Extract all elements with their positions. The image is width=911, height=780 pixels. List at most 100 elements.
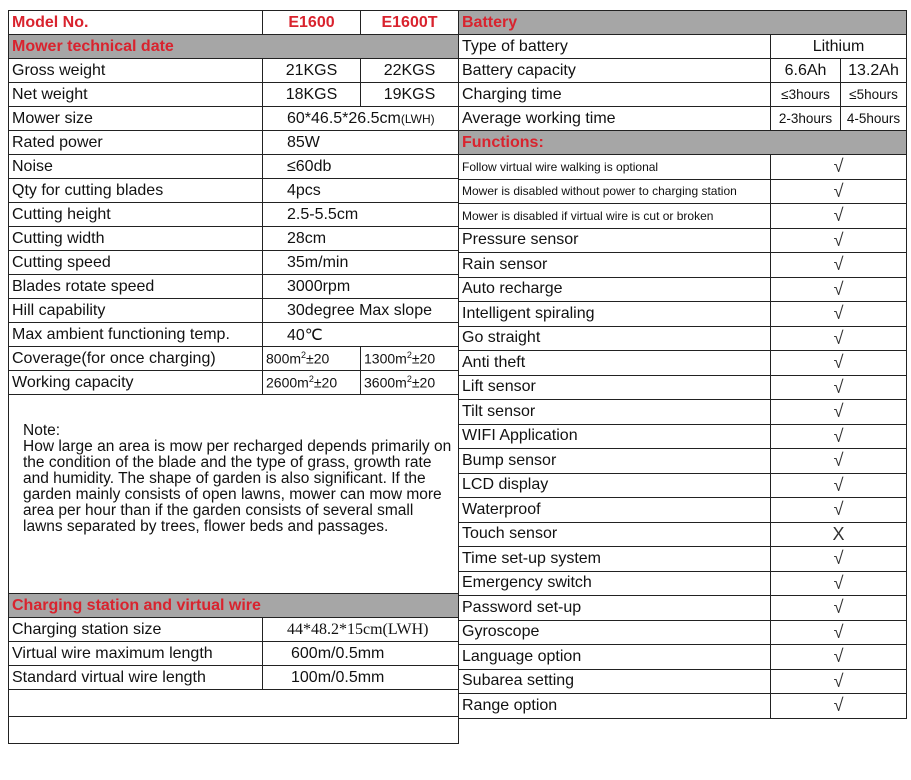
working-part: m bbox=[297, 374, 309, 391]
spec-value: 21KGS bbox=[262, 58, 361, 83]
function-label: Time set-up system bbox=[458, 546, 771, 572]
check-icon: √ bbox=[769, 668, 908, 694]
spec-value: 85W bbox=[262, 130, 459, 155]
spec-value-text: 85W bbox=[287, 133, 320, 151]
working-part: ±20 bbox=[411, 374, 436, 391]
function-label: WIFI Application bbox=[458, 423, 771, 449]
charging-section-title: Charging station and virtual wire bbox=[8, 593, 459, 618]
coverage-value: 800m2±20 bbox=[262, 346, 361, 371]
function-row: WIFI Application √ bbox=[458, 423, 908, 449]
function-row: Go straight √ bbox=[458, 325, 908, 351]
charging-value: 44*48.2*15cm(LWH) bbox=[262, 617, 459, 642]
function-row: Tilt sensor √ bbox=[458, 399, 908, 425]
working-label: Working capacity bbox=[8, 370, 263, 395]
check-icon: √ bbox=[769, 693, 908, 719]
spec-row: Cutting speed 35m/min bbox=[8, 250, 459, 275]
battery-value: 2-3hours bbox=[770, 106, 841, 131]
spec-value-text: 35m/min bbox=[287, 253, 349, 271]
spec-value: 22KGS bbox=[360, 58, 459, 83]
function-row: Gyroscope √ bbox=[458, 619, 908, 645]
spec-row: Mower size 60*46.5*26.5cm(LWH) bbox=[8, 106, 459, 131]
check-icon: √ bbox=[769, 252, 908, 278]
spec-label: Mower size bbox=[8, 106, 263, 131]
spec-row: Noise ≤60db bbox=[8, 154, 459, 179]
spec-unit: (LWH) bbox=[400, 111, 435, 126]
spec-label: Hill capability bbox=[8, 298, 263, 323]
spec-value: 4pcs bbox=[262, 178, 459, 203]
check-icon: √ bbox=[769, 595, 908, 621]
function-row: Password set-up √ bbox=[458, 595, 908, 621]
function-row: Mower is disabled if virtual wire is cut… bbox=[458, 203, 908, 229]
check-icon: √ bbox=[769, 325, 908, 351]
function-label: Gyroscope bbox=[458, 619, 771, 645]
function-label: Tilt sensor bbox=[458, 399, 771, 425]
spec-value: 30degree Max slope bbox=[262, 298, 459, 323]
function-row: Touch sensor X bbox=[458, 521, 908, 547]
section-header: Charging station and virtual wire bbox=[8, 593, 459, 618]
function-label: Mower is disabled if virtual wire is cut… bbox=[458, 203, 771, 229]
working-value: 3600m2±20 bbox=[360, 370, 459, 395]
battery-section-title: Battery bbox=[457, 10, 908, 35]
function-label: LCD display bbox=[458, 472, 771, 498]
function-label: Language option bbox=[458, 644, 771, 670]
spec-row: Cutting height 2.5-5.5cm bbox=[8, 202, 459, 227]
coverage-value: 1300m2±20 bbox=[360, 346, 459, 371]
battery-label: Battery capacity bbox=[458, 58, 771, 83]
function-row: Mower is disabled without power to charg… bbox=[458, 178, 908, 204]
spec-row: Blades rotate speed 3000rpm bbox=[8, 274, 459, 299]
spec-label: Net weight bbox=[8, 82, 263, 107]
check-icon: √ bbox=[769, 448, 908, 474]
battery-value: ≤3hours bbox=[770, 82, 841, 107]
spec-value: ≤60db bbox=[262, 154, 459, 179]
working-part: 2600 bbox=[266, 374, 298, 391]
function-row: LCD display √ bbox=[458, 472, 908, 498]
function-label: Anti theft bbox=[458, 350, 771, 376]
spec-row: Hill capability 30degree Max slope bbox=[8, 298, 459, 323]
empty-row bbox=[8, 689, 459, 717]
check-icon: √ bbox=[769, 276, 908, 302]
function-row: Waterproof √ bbox=[458, 497, 908, 523]
spec-value-text: 3000rpm bbox=[287, 277, 351, 295]
spec-value-text: 40℃ bbox=[287, 326, 323, 344]
empty-cell bbox=[8, 689, 459, 717]
check-icon: √ bbox=[769, 203, 908, 229]
spec-value-text: 28cm bbox=[287, 229, 327, 247]
spec-value-text: 30degree Max slope bbox=[287, 301, 432, 319]
function-row: Intelligent spiraling √ bbox=[458, 301, 908, 327]
charging-row: Virtual wire maximum length 600m/0.5mm bbox=[8, 641, 459, 666]
spec-row: Cutting width 28cm bbox=[8, 226, 459, 251]
check-icon: √ bbox=[769, 227, 908, 253]
battery-value: 13.2Ah bbox=[839, 58, 908, 83]
function-row: Emergency switch √ bbox=[458, 570, 908, 596]
function-label: Rain sensor bbox=[458, 252, 771, 278]
charging-row: Charging station size 44*48.2*15cm(LWH) bbox=[8, 617, 459, 642]
coverage-part: m bbox=[395, 350, 407, 367]
empty-row bbox=[8, 716, 459, 744]
battery-label: Charging time bbox=[458, 82, 771, 107]
function-label: Pressure sensor bbox=[458, 227, 771, 253]
function-label: Intelligent spiraling bbox=[458, 301, 771, 327]
working-part: ±20 bbox=[313, 374, 338, 391]
function-label: Range option bbox=[458, 693, 771, 719]
spec-value-text: 4pcs bbox=[287, 181, 321, 199]
check-icon: √ bbox=[769, 399, 908, 425]
coverage-part: 1300 bbox=[364, 350, 396, 367]
function-row: Pressure sensor √ bbox=[458, 227, 908, 253]
note-cell: Note: How large an area is mow per rechar… bbox=[8, 394, 459, 594]
check-icon: √ bbox=[769, 644, 908, 670]
battery-value: 4-5hours bbox=[839, 106, 908, 131]
function-row: Auto recharge √ bbox=[458, 276, 908, 302]
check-icon: √ bbox=[769, 374, 908, 400]
function-label: Password set-up bbox=[458, 595, 771, 621]
function-label: Auto recharge bbox=[458, 276, 771, 302]
function-row: Bump sensor √ bbox=[458, 448, 908, 474]
coverage-part: m bbox=[289, 350, 302, 367]
model-e1600: E1600 bbox=[262, 10, 361, 35]
spec-row: Max ambient functioning temp. 40℃ bbox=[8, 322, 459, 347]
function-row: Language option √ bbox=[458, 644, 908, 670]
note-text: How large an area is mow per recharged d… bbox=[23, 438, 452, 535]
working-part: 3600 bbox=[364, 374, 396, 391]
check-icon: √ bbox=[769, 619, 908, 645]
check-icon: √ bbox=[769, 497, 908, 523]
coverage-part: ±20 bbox=[306, 350, 330, 367]
